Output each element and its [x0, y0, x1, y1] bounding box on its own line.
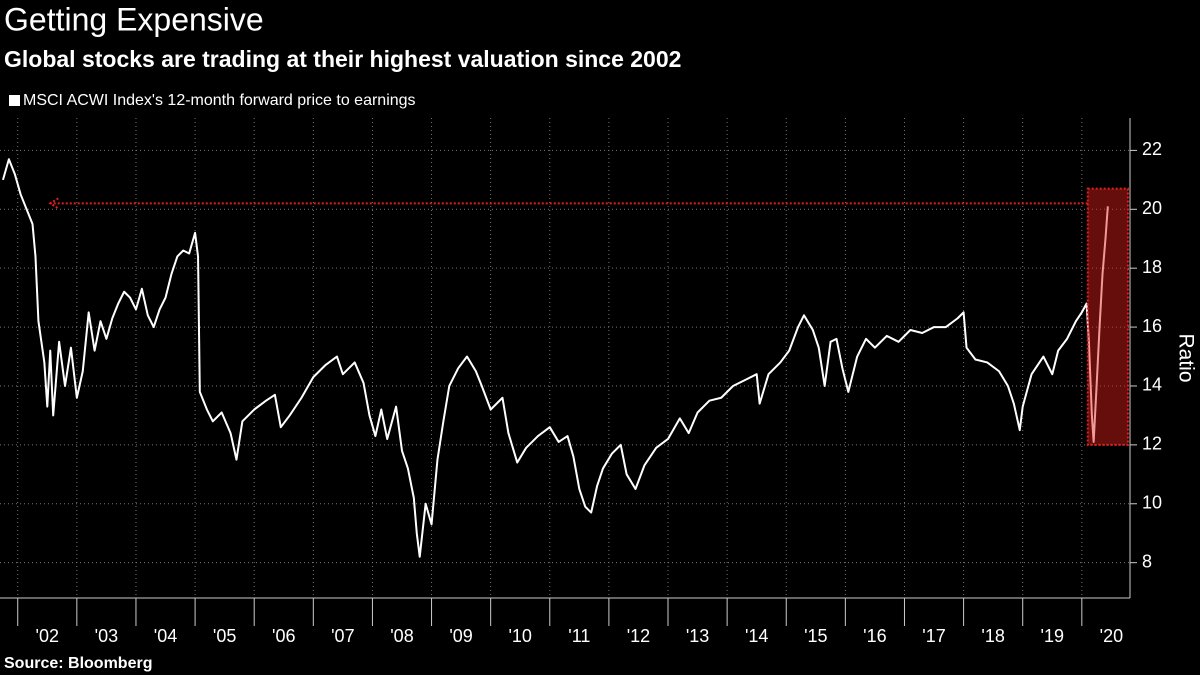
x-tick-label: '14: [745, 626, 768, 646]
legend-swatch: [9, 95, 20, 106]
y-tick-label: 14: [1142, 375, 1162, 395]
y-tick-label: 22: [1142, 139, 1162, 159]
chart-subtitle: Global stocks are trading at their highe…: [4, 46, 681, 72]
y-tick-label: 16: [1142, 316, 1162, 336]
x-tick-label: '15: [804, 626, 827, 646]
x-tick-label: '10: [508, 626, 531, 646]
x-tick-label: '02: [36, 626, 59, 646]
x-tick-label: '12: [627, 626, 650, 646]
arrow-head: [48, 197, 59, 210]
x-tick-label: '06: [272, 626, 295, 646]
source: Source: Bloomberg: [4, 655, 152, 672]
x-tick-label: '08: [390, 626, 413, 646]
x-tick-label: '04: [154, 626, 177, 646]
x-tick-label: '03: [95, 626, 118, 646]
series-line: [1, 158, 1109, 558]
x-tick-label: '13: [686, 626, 709, 646]
y-tick-label: 8: [1142, 551, 1152, 571]
legend-label: MSCI ACWI Index's 12-month forward price…: [23, 92, 416, 109]
x-tick-label: '17: [922, 626, 945, 646]
y-tick-label: 18: [1142, 257, 1162, 277]
x-tick-label: '18: [981, 626, 1004, 646]
x-tick-label: '19: [1041, 626, 1064, 646]
x-tick-label: '05: [213, 626, 236, 646]
x-tick-label: '20: [1100, 626, 1123, 646]
y-axis-label: Ratio: [1174, 333, 1197, 382]
y-tick-label: 12: [1142, 434, 1162, 454]
x-tick-label: '09: [449, 626, 472, 646]
x-tick-label: '07: [331, 626, 354, 646]
y-tick-label: 20: [1142, 198, 1162, 218]
x-tick-label: '16: [863, 626, 886, 646]
highlight-box: [1086, 187, 1129, 446]
y-tick-label: 10: [1142, 493, 1162, 513]
chart-title: Getting Expensive: [4, 1, 264, 37]
x-tick-label: '11: [568, 626, 590, 646]
